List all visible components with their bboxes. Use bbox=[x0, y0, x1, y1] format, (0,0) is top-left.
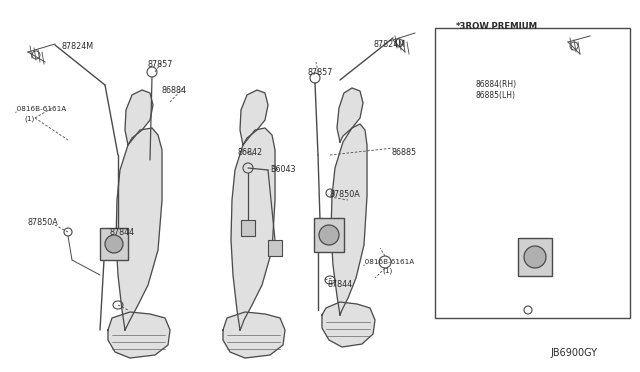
Polygon shape bbox=[125, 90, 153, 145]
Text: 86884(RH): 86884(RH) bbox=[476, 80, 517, 89]
Polygon shape bbox=[337, 88, 363, 142]
Ellipse shape bbox=[524, 246, 546, 268]
Polygon shape bbox=[108, 312, 170, 358]
Text: ¸0816B-6161A: ¸0816B-6161A bbox=[362, 258, 415, 265]
Text: B6043: B6043 bbox=[270, 165, 296, 174]
Text: 86842: 86842 bbox=[237, 148, 262, 157]
Text: 87850A: 87850A bbox=[28, 218, 59, 227]
Polygon shape bbox=[223, 312, 285, 358]
Text: 87824M: 87824M bbox=[62, 42, 94, 51]
Bar bbox=[100, 228, 128, 260]
Text: (1): (1) bbox=[382, 268, 392, 275]
Text: 87824M: 87824M bbox=[373, 40, 405, 49]
Polygon shape bbox=[240, 90, 268, 145]
Text: ¸0816B-6161A: ¸0816B-6161A bbox=[14, 105, 67, 112]
Text: JB6900GY: JB6900GY bbox=[550, 348, 597, 358]
Text: 86884: 86884 bbox=[162, 86, 187, 95]
Polygon shape bbox=[231, 128, 275, 330]
Text: 87844: 87844 bbox=[110, 228, 135, 237]
Text: 87857: 87857 bbox=[308, 68, 333, 77]
Text: 87850A: 87850A bbox=[330, 190, 361, 199]
Text: *3ROW.PREMIUM: *3ROW.PREMIUM bbox=[456, 22, 538, 31]
Text: 87857: 87857 bbox=[148, 60, 173, 69]
Text: 87844: 87844 bbox=[328, 280, 353, 289]
Ellipse shape bbox=[105, 235, 123, 253]
Polygon shape bbox=[116, 128, 162, 330]
Text: 86885: 86885 bbox=[392, 148, 417, 157]
Bar bbox=[268, 240, 282, 256]
Ellipse shape bbox=[319, 225, 339, 245]
Bar bbox=[241, 220, 255, 236]
Text: 86885(LH): 86885(LH) bbox=[476, 91, 516, 100]
Bar bbox=[435, 28, 630, 318]
Bar bbox=[314, 218, 344, 252]
Polygon shape bbox=[322, 302, 375, 347]
Polygon shape bbox=[331, 124, 367, 315]
Bar bbox=[518, 238, 552, 276]
Text: (1): (1) bbox=[24, 115, 35, 122]
